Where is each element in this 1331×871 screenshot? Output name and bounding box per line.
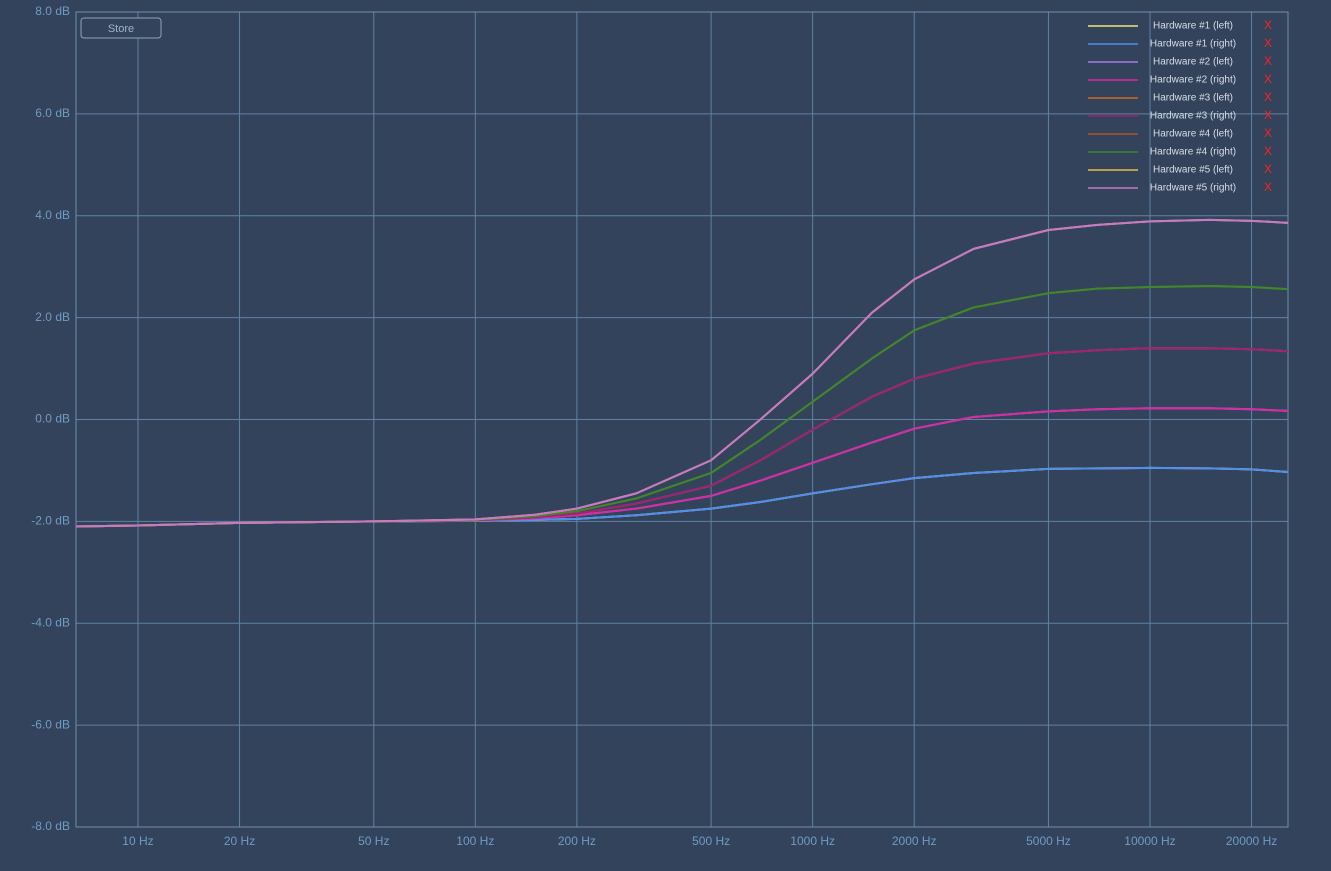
legend-label: Hardware #1 (left) bbox=[1153, 21, 1233, 32]
button-frame[interactable] bbox=[80, 17, 162, 39]
x-tick-label: 10 Hz bbox=[122, 834, 153, 848]
y-tick-label: 2.0 dB bbox=[35, 310, 70, 324]
grid bbox=[76, 11, 1288, 828]
legend-label: Hardware #4 (right) bbox=[1150, 147, 1236, 158]
legend-label: Hardware #2 (left) bbox=[1153, 57, 1233, 68]
legend-remove[interactable]: X bbox=[1264, 126, 1272, 140]
lines bbox=[75, 218, 1289, 528]
y-tick-label: -4.0 dB bbox=[31, 615, 70, 629]
x-tick-label: 500 Hz bbox=[692, 834, 730, 848]
legend-remove[interactable]: X bbox=[1264, 108, 1272, 122]
legend-label: Hardware #1 (right) bbox=[1150, 39, 1236, 50]
legend-label: Hardware #2 (right) bbox=[1150, 75, 1236, 86]
legend-label: Hardware #5 (right) bbox=[1150, 183, 1236, 194]
y-tick-label: 4.0 dB bbox=[35, 208, 70, 222]
x-tick-label: 2000 Hz bbox=[892, 834, 937, 848]
y-tick-label: 8.0 dB bbox=[35, 4, 70, 18]
legend-remove[interactable]: X bbox=[1264, 162, 1272, 176]
legend-label: Hardware #4 (left) bbox=[1153, 129, 1233, 140]
legend-remove[interactable]: X bbox=[1264, 54, 1272, 68]
x-tick-label: 50 Hz bbox=[358, 834, 389, 848]
y-tick-label: -8.0 dB bbox=[31, 819, 70, 833]
legend-label: Hardware #3 (left) bbox=[1153, 93, 1233, 104]
x-tick-label: 1000 Hz bbox=[790, 834, 835, 848]
legend-remove[interactable]: X bbox=[1264, 144, 1272, 158]
x-tick-label: 10000 Hz bbox=[1124, 834, 1175, 848]
x-tick-label: 200 Hz bbox=[558, 834, 596, 848]
store-button[interactable]: Store bbox=[80, 17, 162, 39]
y-tick-label: -6.0 dB bbox=[31, 717, 70, 731]
legend-label: Hardware #3 (right) bbox=[1150, 111, 1236, 122]
legend-label: Hardware #5 (left) bbox=[1153, 165, 1233, 176]
series-line bbox=[75, 218, 1289, 528]
x-tick-label: 20 Hz bbox=[224, 834, 255, 848]
plot-frame bbox=[75, 11, 1289, 828]
y-tick-label: 0.0 dB bbox=[35, 412, 70, 426]
x-tick-label: 100 Hz bbox=[456, 834, 494, 848]
y-tick-label: -2.0 dB bbox=[31, 514, 70, 528]
legend-remove[interactable]: X bbox=[1264, 36, 1272, 50]
legend-remove[interactable]: X bbox=[1264, 180, 1272, 194]
button-label[interactable]: Store bbox=[108, 23, 134, 35]
legend-remove[interactable]: X bbox=[1264, 90, 1272, 104]
y-tick-label: 6.0 dB bbox=[35, 106, 70, 120]
x-tick-label: 5000 Hz bbox=[1026, 834, 1071, 848]
legend: Hardware #1 (left) X Hardware #1 (right) X H… bbox=[1088, 18, 1272, 194]
legend-remove[interactable]: X bbox=[1264, 72, 1272, 86]
x-tick-label: 20000 Hz bbox=[1226, 834, 1277, 848]
legend-remove[interactable]: X bbox=[1264, 18, 1272, 32]
